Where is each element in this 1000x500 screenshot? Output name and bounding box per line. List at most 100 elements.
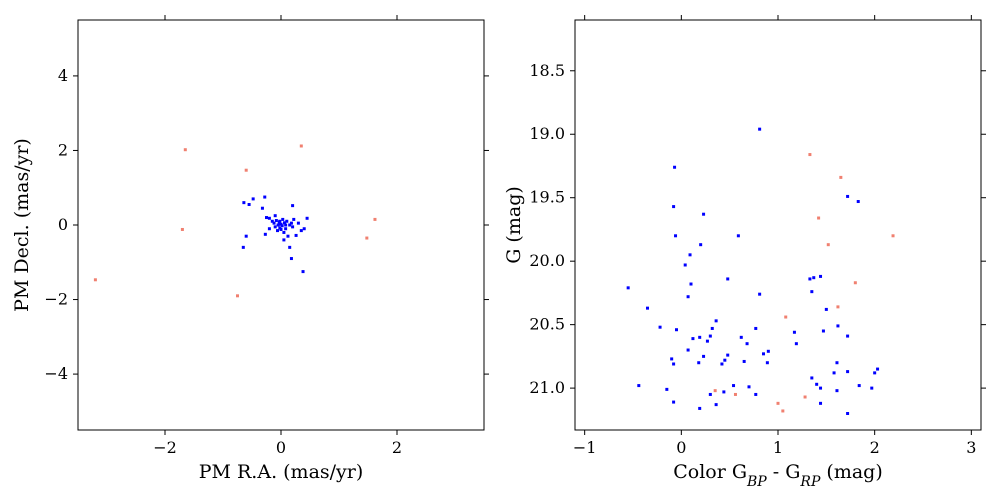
data-point-member: [282, 230, 286, 234]
y-tick-label: 21.0: [529, 378, 565, 397]
data-point-member: [705, 339, 709, 343]
data-point-member: [815, 382, 819, 386]
pm-scatter-panel: −2 0 2 −4 −2 0 2 4 PM R.A. (mas/yr) PM Decl. (mas…: [11, 15, 489, 483]
data-point-member: [742, 359, 746, 363]
data-point-field: [891, 234, 895, 238]
data-point-member: [292, 217, 296, 221]
data-point-member: [263, 195, 267, 199]
data-point-member: [276, 223, 280, 227]
data-point-member: [244, 234, 248, 238]
data-point-member: [698, 406, 702, 410]
data-point-member: [301, 270, 305, 274]
y-tick-label: 20.0: [529, 251, 565, 270]
data-point-field: [817, 216, 821, 220]
data-point-member: [722, 390, 726, 394]
data-point-field: [803, 395, 807, 399]
data-point-member: [305, 216, 309, 220]
y-tick-label: 4: [58, 66, 68, 85]
data-point-member: [846, 334, 850, 338]
data-point-member: [688, 253, 692, 257]
data-point-member: [267, 227, 271, 231]
data-point-member: [296, 221, 300, 225]
data-point-member: [289, 257, 293, 261]
data-point-member: [270, 219, 274, 223]
data-point-member: [665, 387, 669, 391]
y-tick-label: 2: [58, 140, 68, 159]
data-point-member: [242, 201, 246, 205]
x-axis-label: Color GBP - GRP (mag): [673, 461, 883, 490]
data-point-member: [832, 371, 836, 375]
data-point-member: [263, 232, 267, 236]
data-point-field: [808, 153, 812, 157]
x-tick-label: 0: [676, 438, 686, 457]
y-tick-label: 20.5: [529, 315, 565, 334]
data-point-field: [713, 389, 717, 393]
data-point-member: [274, 219, 278, 223]
data-point-member: [247, 203, 251, 206]
data-point-member: [819, 401, 823, 405]
data-point-member: [723, 358, 727, 362]
data-point-member: [702, 212, 706, 216]
data-point-member: [281, 217, 285, 221]
data-point-field: [299, 144, 303, 148]
data-point-member: [675, 328, 678, 332]
data-point-member: [672, 205, 676, 209]
data-point-member: [745, 342, 749, 346]
data-point-member: [710, 326, 714, 330]
data-point-member: [278, 219, 282, 223]
x-tick-label: 0: [276, 438, 286, 457]
data-point-member: [873, 371, 877, 375]
data-point-field: [776, 401, 780, 405]
data-point-member: [732, 384, 736, 388]
data-point-field: [826, 243, 830, 247]
x-tick-label: 2: [392, 438, 402, 457]
data-point-member: [674, 234, 678, 238]
data-point-member: [762, 352, 765, 356]
data-point-member: [273, 225, 277, 229]
data-point-member: [286, 234, 290, 238]
data-point-member: [251, 197, 255, 201]
data-point-member: [626, 286, 630, 290]
data-point-member: [698, 335, 702, 339]
data-point-field: [836, 305, 840, 309]
data-point-member: [282, 221, 286, 225]
data-point-member: [672, 400, 676, 404]
data-point-member: [835, 389, 839, 393]
data-point-field: [839, 175, 843, 179]
data-point-member: [288, 223, 292, 227]
data-point-member: [758, 292, 762, 296]
y-tick-label: −4: [44, 364, 68, 383]
data-point-member: [810, 290, 814, 294]
data-point-member: [284, 227, 288, 231]
data-point-member: [260, 206, 264, 210]
y-tick-label: 19.0: [529, 124, 565, 143]
data-point-member: [836, 324, 840, 328]
data-point-member: [714, 319, 718, 323]
data-point-member: [821, 329, 825, 333]
data-point-member: [726, 277, 730, 281]
data-point-member: [708, 392, 712, 396]
data-point-member: [299, 229, 303, 233]
data-point-member: [766, 349, 770, 353]
data-point-member: [285, 219, 289, 223]
data-point-field: [781, 409, 785, 413]
data-point-member: [646, 306, 649, 310]
data-point-member: [714, 403, 718, 407]
data-point-member: [284, 223, 288, 227]
data-point-field: [365, 236, 369, 240]
data-point-member: [856, 200, 860, 204]
data-point-member: [697, 361, 701, 365]
data-point-member: [302, 227, 306, 231]
data-point-member: [273, 214, 277, 218]
data-point-member: [702, 354, 706, 358]
data-point-member: [683, 263, 687, 267]
data-point-member: [241, 245, 245, 249]
data-point-field: [93, 278, 97, 282]
data-point-member: [747, 385, 751, 389]
data-point-member: [276, 229, 280, 233]
data-point-member: [819, 386, 823, 390]
data-point-member: [835, 361, 839, 365]
data-point-member: [739, 335, 743, 339]
x-tick-label: 1: [773, 438, 783, 457]
